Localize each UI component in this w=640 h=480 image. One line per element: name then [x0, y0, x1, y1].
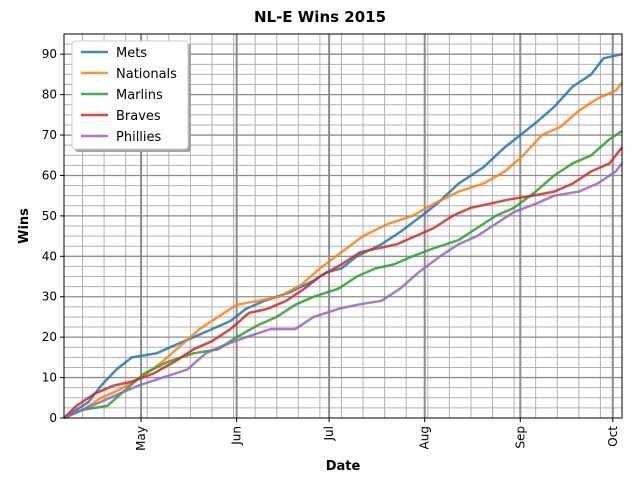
series-line-phillies	[63, 162, 623, 420]
x-tick-label: Jul	[322, 426, 336, 441]
series-line-marlins	[63, 129, 623, 420]
x-tick-label: May	[134, 426, 148, 451]
x-tick-label: Jun	[230, 426, 244, 446]
y-axis-title: Wins	[17, 208, 32, 244]
legend-label: Braves	[116, 109, 161, 124]
plot-frame	[63, 33, 623, 419]
chart-title: NL-E Wins 2015	[254, 8, 386, 26]
y-tick-label: 70	[42, 128, 57, 142]
y-tick-label: 30	[42, 290, 57, 304]
x-axis-title: Date	[326, 459, 361, 474]
y-tick-label: 90	[42, 47, 57, 61]
x-tick-label: Sep	[513, 426, 527, 449]
series-lines	[63, 52, 623, 420]
y-tick-label: 10	[42, 371, 57, 385]
y-tick-label: 40	[42, 249, 57, 263]
y-tick-label: 0	[49, 411, 57, 425]
legend-box	[71, 40, 189, 150]
y-tick-label: 20	[42, 330, 57, 344]
y-axis-ticks: 0 10 20 30 40 50 60 70 80 90	[42, 47, 64, 425]
series-line-mets	[63, 52, 623, 420]
x-tick-label: Oct	[606, 426, 620, 447]
y-tick-label: 60	[42, 168, 57, 182]
series-line-braves	[63, 146, 623, 419]
legend: Mets Nationals Marlins Braves Phillies	[71, 40, 191, 152]
legend-label: Mets	[116, 46, 147, 61]
legend-label: Marlins	[116, 88, 163, 103]
x-axis-ticks: May Jun Jul Aug Sep Oct	[134, 418, 620, 451]
y-tick-label: 50	[42, 209, 57, 223]
legend-label: Nationals	[116, 67, 177, 82]
legend-label: Phillies	[116, 130, 162, 145]
x-tick-label: Aug	[418, 426, 432, 449]
y-tick-label: 80	[42, 88, 57, 102]
